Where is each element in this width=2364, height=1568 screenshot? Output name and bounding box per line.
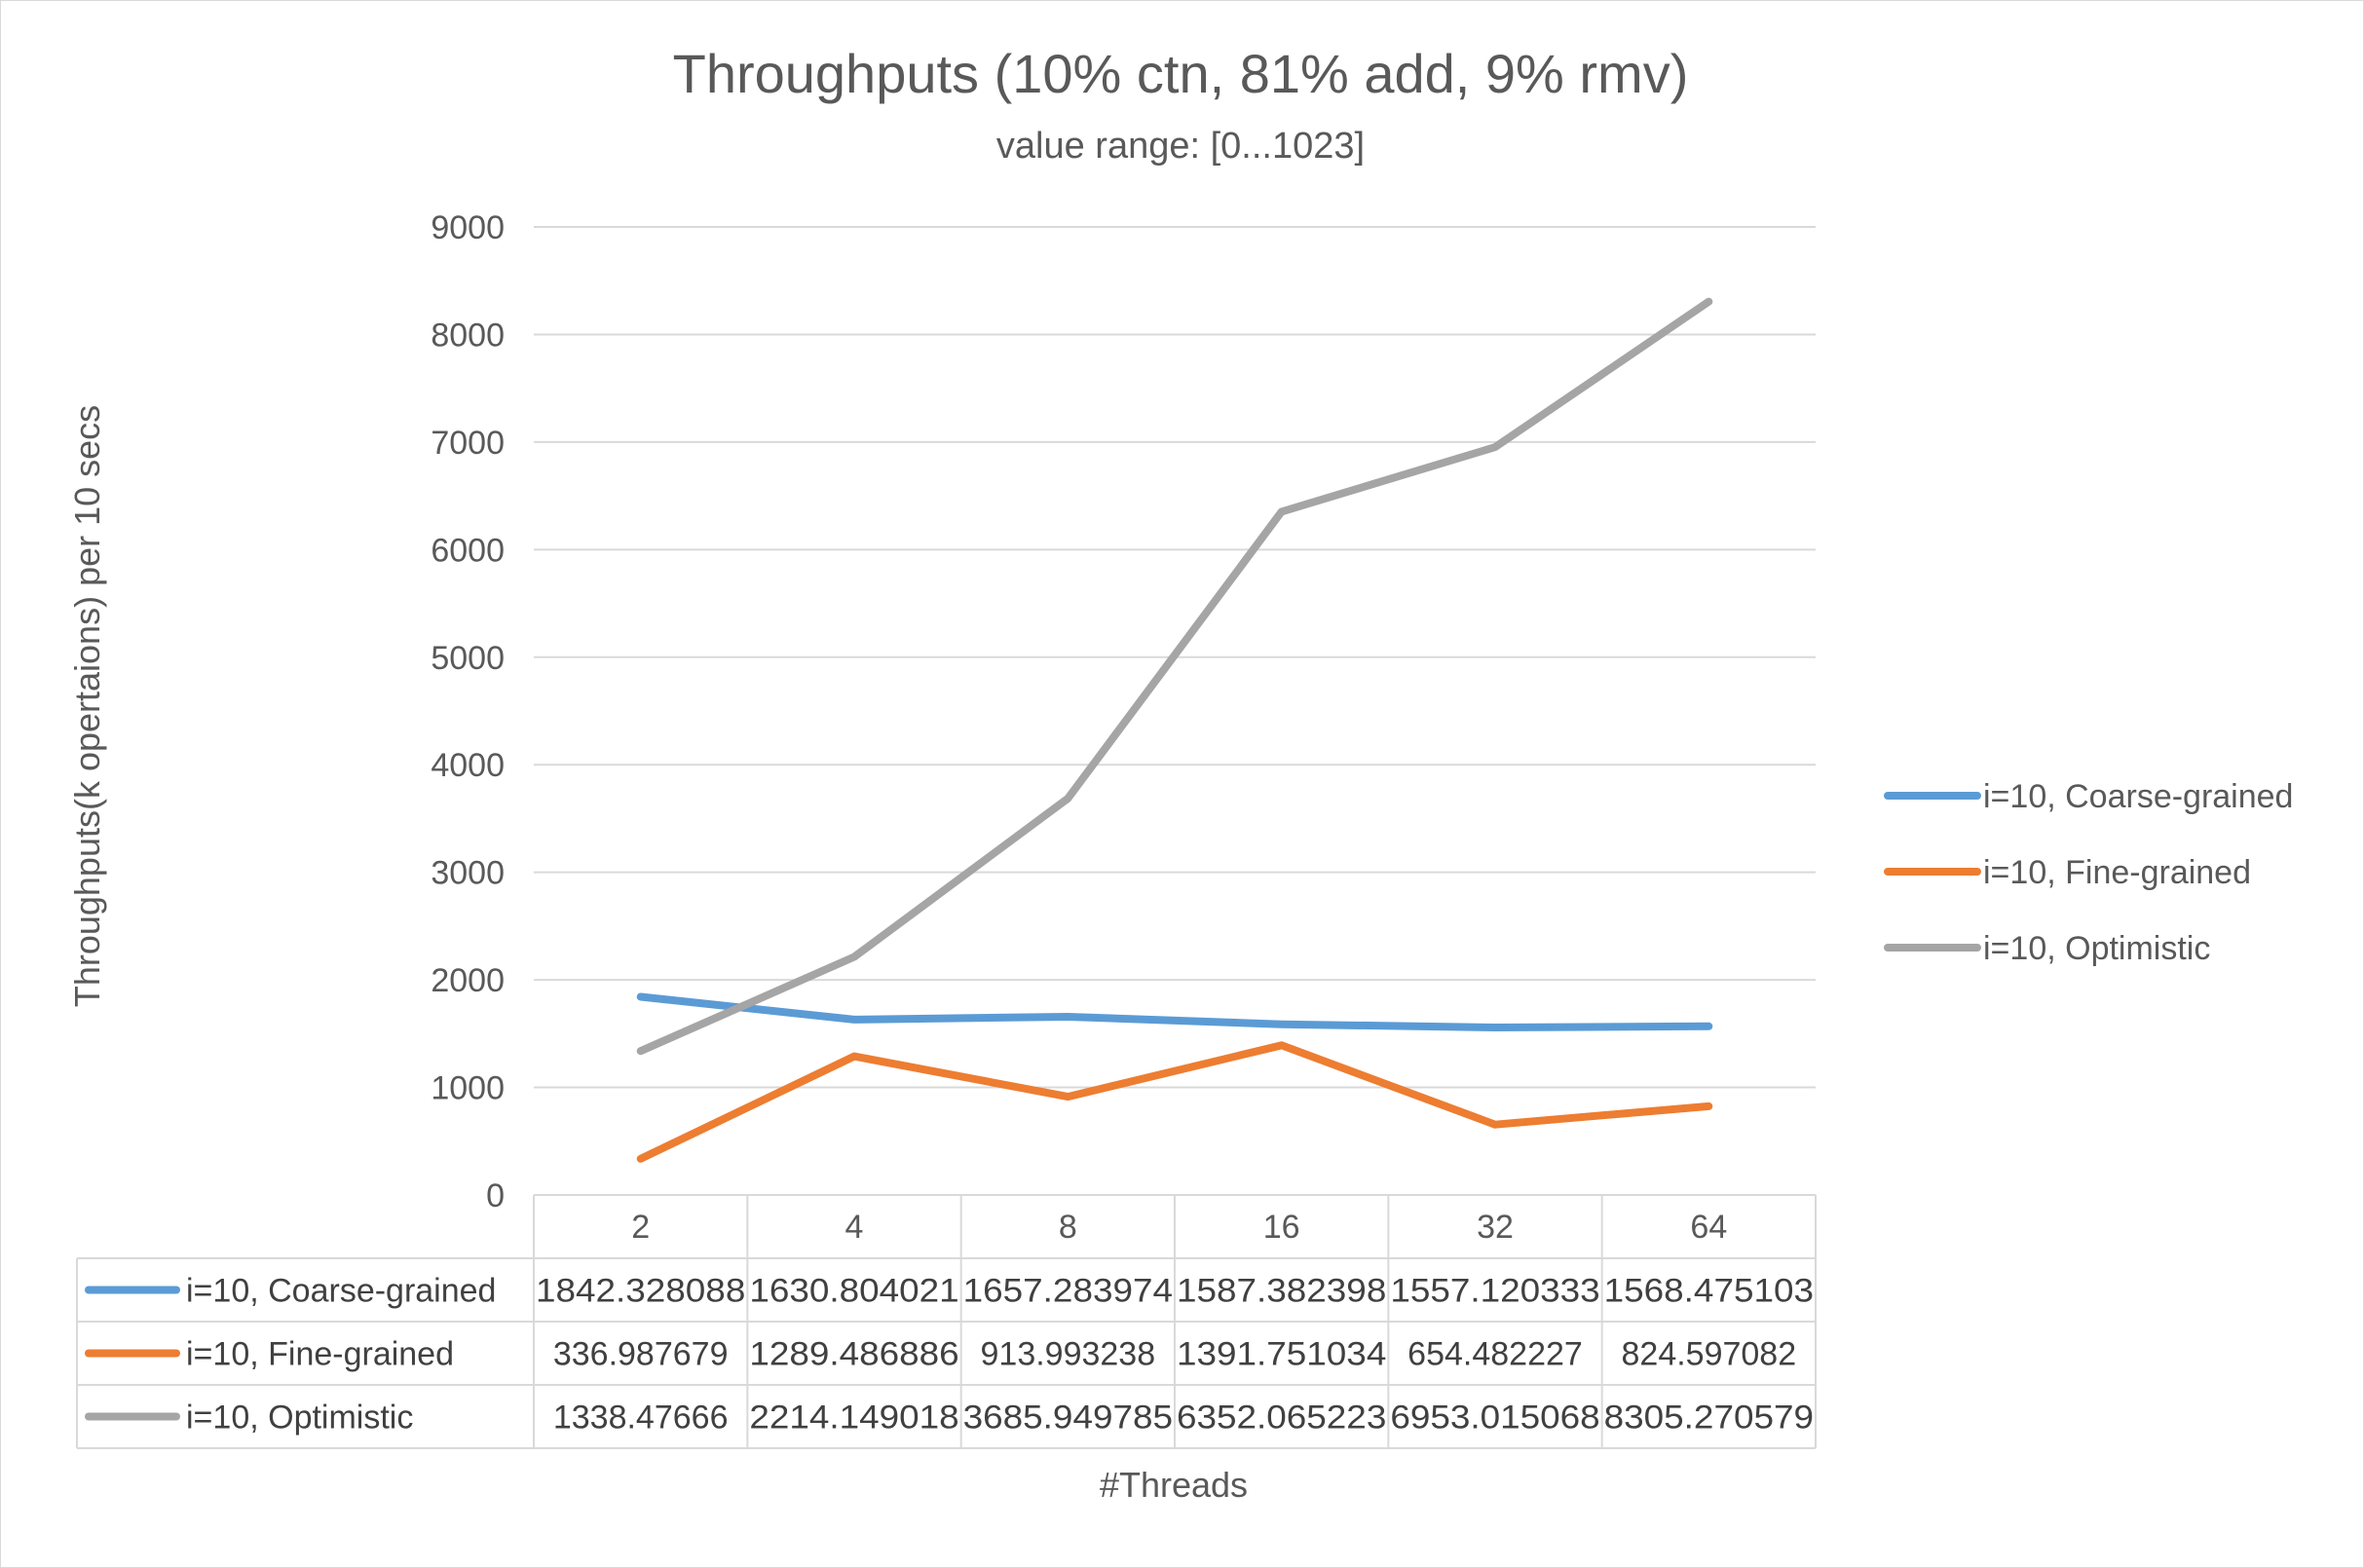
table-series-name: i=10, Coarse-grained <box>186 1273 496 1310</box>
table-series-name: i=10, Optimistic <box>186 1400 413 1437</box>
table-cell: 1842.328088 <box>536 1273 745 1310</box>
legend-label: i=10, Optimistic <box>1983 930 2210 967</box>
gridlines: 0 1000 2000 3000 4000 5000 6000 7000 8000 9000 <box>431 209 1816 1214</box>
table-cell: 824.597082 <box>1622 1336 1797 1373</box>
table-cell: 1587.382398 <box>1177 1273 1386 1310</box>
x-axis-title: #Threads <box>1100 1465 1248 1505</box>
y-tick-label: 9000 <box>431 209 505 246</box>
x-tick-label: 2 <box>631 1209 650 1246</box>
table-cell: 654.482227 <box>1407 1336 1583 1373</box>
table-cell: 913.993238 <box>981 1336 1156 1373</box>
legend: i=10, Coarse-grained i=10, Fine-grained i=… <box>1884 778 2293 967</box>
y-tick-label: 6000 <box>431 532 505 569</box>
table-cell: 336.987679 <box>553 1336 729 1373</box>
y-axis-title: Throughputs(k opertaions) per 10 secs <box>67 405 107 1007</box>
series-line-2 <box>636 297 1713 1056</box>
table-cell: 6953.015068 <box>1390 1400 1599 1437</box>
series-line-1 <box>636 1041 1713 1163</box>
data-table: 2 4 8 16 32 64 i=10, Coarse-grained 1842.328088… <box>76 1194 1817 1449</box>
table-cell: 2214.149018 <box>749 1400 958 1437</box>
chart-subtitle: value range: [0...1023] <box>996 126 1365 167</box>
legend-label: i=10, Fine-grained <box>1983 854 2251 891</box>
y-tick-label: 3000 <box>431 855 505 892</box>
table-cell: 3685.949785 <box>963 1400 1173 1437</box>
x-tick-label: 16 <box>1263 1209 1300 1246</box>
table-cell: 1289.486886 <box>749 1336 958 1373</box>
table-cell: 1557.120333 <box>1390 1273 1599 1310</box>
series-lines <box>636 297 1713 1163</box>
y-tick-label: 2000 <box>431 962 505 999</box>
series-line-0 <box>636 992 1713 1031</box>
table-cell: 1630.804021 <box>749 1273 958 1310</box>
y-tick-label: 4000 <box>431 747 505 784</box>
chart-title: Throughputs (10% ctn, 81% add, 9% rmv) <box>673 43 1689 104</box>
table-cell: 6352.065223 <box>1177 1400 1386 1437</box>
y-tick-label: 8000 <box>431 317 505 354</box>
x-tick-label: 4 <box>845 1209 864 1246</box>
table-cell: 1657.283974 <box>963 1273 1173 1310</box>
legend-label: i=10, Coarse-grained <box>1983 778 2293 815</box>
y-tick-label: 0 <box>486 1177 505 1214</box>
y-tick-label: 1000 <box>431 1070 505 1107</box>
table-cell: 8305.270579 <box>1604 1400 1814 1437</box>
x-tick-label: 8 <box>1059 1209 1077 1246</box>
x-tick-label: 64 <box>1690 1209 1727 1246</box>
y-tick-label: 7000 <box>431 425 505 462</box>
x-tick-label: 32 <box>1477 1209 1514 1246</box>
table-cell: 1391.751034 <box>1177 1336 1386 1373</box>
table-cell: 1338.47666 <box>553 1400 729 1437</box>
table-series-name: i=10, Fine-grained <box>186 1336 454 1373</box>
y-tick-label: 5000 <box>431 640 505 677</box>
table-cell: 1568.475103 <box>1604 1273 1814 1310</box>
